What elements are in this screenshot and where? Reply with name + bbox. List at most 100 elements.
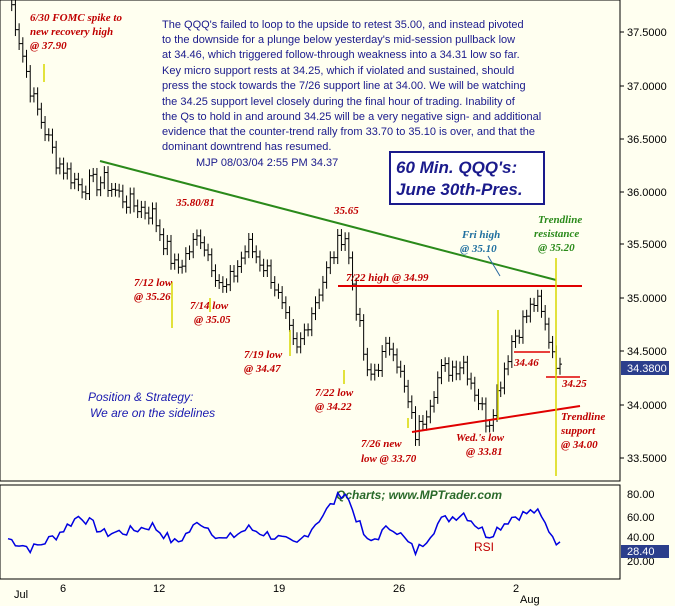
qcharts-credit: Qcharts; www.MPTrader.com [336, 488, 502, 502]
ohlc-bar [280, 286, 285, 310]
y-tick-label: 33.5000 [627, 453, 667, 465]
ohlc-bar [328, 251, 333, 275]
ohlc-bar [372, 363, 377, 381]
ohlc-bar [154, 202, 159, 233]
low-712-note: @ 35.26 [134, 291, 171, 303]
ohlc-bar [46, 128, 51, 142]
ohlc-bar [80, 178, 85, 199]
ohlc-bar [124, 195, 129, 214]
last-price-label: 34.3800 [627, 363, 667, 375]
ohlc-bar [224, 278, 229, 293]
ohlc-bar [31, 87, 36, 103]
commentary-line: to the downside for a plunge below yeste… [162, 34, 515, 46]
rsi-tick-label: 20.00 [627, 556, 655, 568]
ohlc-bar [169, 234, 174, 270]
ohlc-bar [309, 307, 314, 337]
ohlc-bar [183, 247, 188, 273]
ohlc-bar [180, 259, 185, 274]
ohlc-bar [517, 329, 522, 344]
ohlc-bar [283, 296, 288, 319]
chart-title: 60 Min. QQQ's: [396, 158, 517, 177]
rsi-tick-label: 80.00 [627, 489, 655, 501]
ohlc-bar [128, 187, 133, 214]
ohlc-bar [83, 185, 88, 200]
chart-title-box: 60 Min. QQQ's: June 30th-Pres. [389, 151, 545, 205]
fri-high-note: Fri high [461, 229, 500, 241]
ohlc-bar [380, 345, 385, 377]
y-tick-label: 35.5000 [627, 239, 667, 251]
wed-low-note: @ 33.81 [466, 446, 503, 458]
ohlc-bar [472, 376, 477, 402]
ohlc-bar [502, 362, 507, 395]
price-bars [11, 0, 562, 446]
low-714-note: @ 35.05 [194, 314, 231, 326]
ohlc-bar [294, 332, 299, 354]
ohlc-bar [424, 410, 429, 431]
ohlc-bar [213, 264, 218, 287]
marker-lines [43, 64, 557, 476]
ohlc-bar [161, 228, 166, 256]
commentary-line: The QQQ's failed to loop to the upside t… [162, 19, 524, 31]
ohlc-bar [469, 372, 474, 390]
ohlc-bar [535, 289, 540, 312]
last-price-box: 34.3800 [621, 361, 669, 375]
ohlc-bar [191, 233, 196, 259]
wed-low-note: Wed.'s low [456, 432, 505, 444]
ohlc-bar [11, 0, 14, 12]
commentary-line: the Qs to hold in and around 34.25 will … [162, 111, 541, 123]
fomc-spike-note: 6/30 FOMC spike to [30, 12, 122, 24]
ohlc-bar [543, 305, 548, 331]
ohlc-bar [50, 128, 55, 154]
ohlc-bar [524, 309, 529, 324]
ohlc-bar [20, 37, 25, 63]
date-tick-label: 19 [273, 583, 285, 595]
rsi-line [7, 491, 561, 557]
ohlc-bar [313, 296, 318, 321]
fri-high-note: @ 35.10 [460, 243, 497, 255]
ohlc-bar [376, 363, 381, 377]
ohlc-bar [413, 406, 418, 446]
chart-subtitle: June 30th-Pres. [396, 180, 523, 199]
ohlc-bar [246, 233, 251, 259]
rsi-last-label: 28.40 [627, 546, 655, 558]
commentary-line: dominant downtrend has resumed. [162, 141, 331, 153]
y-tick-label: 35.0000 [627, 293, 667, 305]
ohlc-bar [113, 182, 118, 197]
low-719-note: 7/19 low [244, 349, 283, 361]
ohlc-bar [432, 391, 437, 413]
ohlc-bar [102, 166, 107, 190]
trendline-support-note: Trendline [561, 411, 605, 423]
date-tick-label: Jul [14, 589, 28, 601]
ohlc-bar [254, 245, 259, 264]
date-tick-label: 26 [393, 583, 405, 595]
date-axis: Jul 6 12 19 26 2 Aug [14, 583, 540, 606]
commentary-line: Key micro support rests at 34.25, which … [162, 65, 514, 77]
y-tick-label: 34.0000 [627, 400, 667, 412]
ohlc-bar [420, 415, 425, 431]
ohlc-bar [198, 229, 203, 250]
ohlc-bar [243, 245, 248, 265]
ohlc-bar [287, 306, 292, 332]
ohlc-bar [239, 251, 244, 273]
ohlc-bar [39, 102, 44, 129]
ohlc-bar [339, 229, 344, 251]
ohlc-bar [443, 357, 448, 372]
commentary-line: press the stock towards the 7/26 support… [162, 80, 526, 92]
ohlc-bar [276, 283, 281, 299]
ohlc-bar [217, 274, 222, 289]
low-722-note: @ 34.22 [315, 401, 352, 413]
blue-green-annotations: Fri high @ 35.10 Trendline resistance @ … [460, 214, 582, 255]
ohlc-bar [476, 388, 481, 411]
ohlc-bar [483, 397, 488, 433]
annotations: 6/30 FOMC spike to new recovery high @ 3… [30, 12, 605, 465]
ohlc-bar [231, 265, 236, 283]
ohlc-bar [509, 335, 514, 368]
ohlc-bar [98, 176, 103, 197]
trendline-support-note: support [560, 425, 596, 437]
y-tick-label: 37.0000 [627, 81, 667, 93]
ohlc-bar [257, 250, 262, 272]
ohlc-bar [54, 140, 59, 175]
ohlc-bar [357, 307, 362, 327]
price-panel-frame [0, 0, 621, 482]
ohlc-bar [176, 253, 181, 274]
